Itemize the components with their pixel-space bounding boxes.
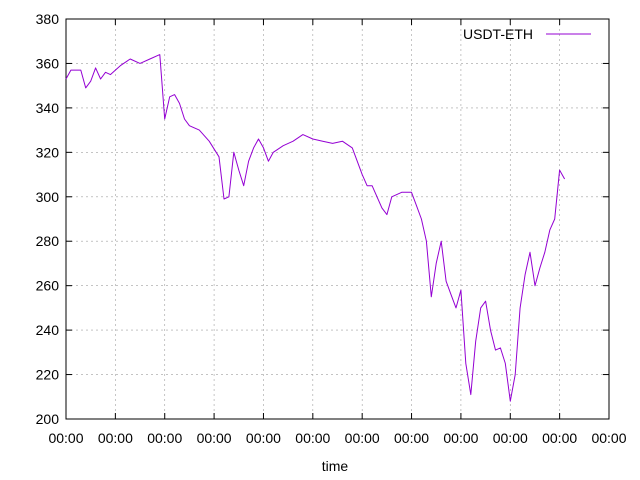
x-tick-label: 00:00 — [246, 430, 281, 446]
x-tick-label: 00:00 — [295, 430, 330, 446]
x-axis-label: time — [322, 458, 349, 474]
x-tick-label: 00:00 — [345, 430, 380, 446]
series-line-usdt-eth — [65, 54, 566, 402]
x-tick-labels: 00:00 00:00 00:00 00:00 00:00 00:00 00:00 00:00… — [48, 430, 626, 446]
y-tick-label: 280 — [36, 233, 60, 249]
y-tick-label: 300 — [36, 189, 60, 205]
x-tick-label: 00:00 — [98, 430, 133, 446]
y-tick-label: 320 — [36, 144, 60, 160]
x-tick-label: 00:00 — [147, 430, 182, 446]
y-tick-label: 360 — [36, 55, 60, 71]
legend-label-usdt-eth: USDT-ETH — [463, 26, 533, 42]
grid-lines — [66, 19, 609, 419]
y-tick-labels: 200 220 240 260 280 300 320 340 360 380 — [36, 11, 60, 427]
y-tick-label: 200 — [36, 411, 60, 427]
axis-ticks — [65, 18, 610, 420]
x-tick-label: 00:00 — [443, 430, 478, 446]
x-tick-label: 00:00 — [591, 430, 626, 446]
y-tick-label: 220 — [36, 367, 60, 383]
y-tick-label: 240 — [36, 322, 60, 338]
x-tick-label: 00:00 — [48, 430, 83, 446]
x-tick-label: 00:00 — [394, 430, 429, 446]
y-tick-label: 260 — [36, 278, 60, 294]
y-tick-label: 380 — [36, 11, 60, 27]
x-tick-label: 00:00 — [197, 430, 232, 446]
plot-frame — [65, 18, 610, 420]
legend: USDT-ETH — [463, 26, 591, 42]
y-tick-label: 340 — [36, 100, 60, 116]
x-tick-label: 00:00 — [493, 430, 528, 446]
x-tick-label: 00:00 — [542, 430, 577, 446]
series-group — [65, 54, 566, 402]
